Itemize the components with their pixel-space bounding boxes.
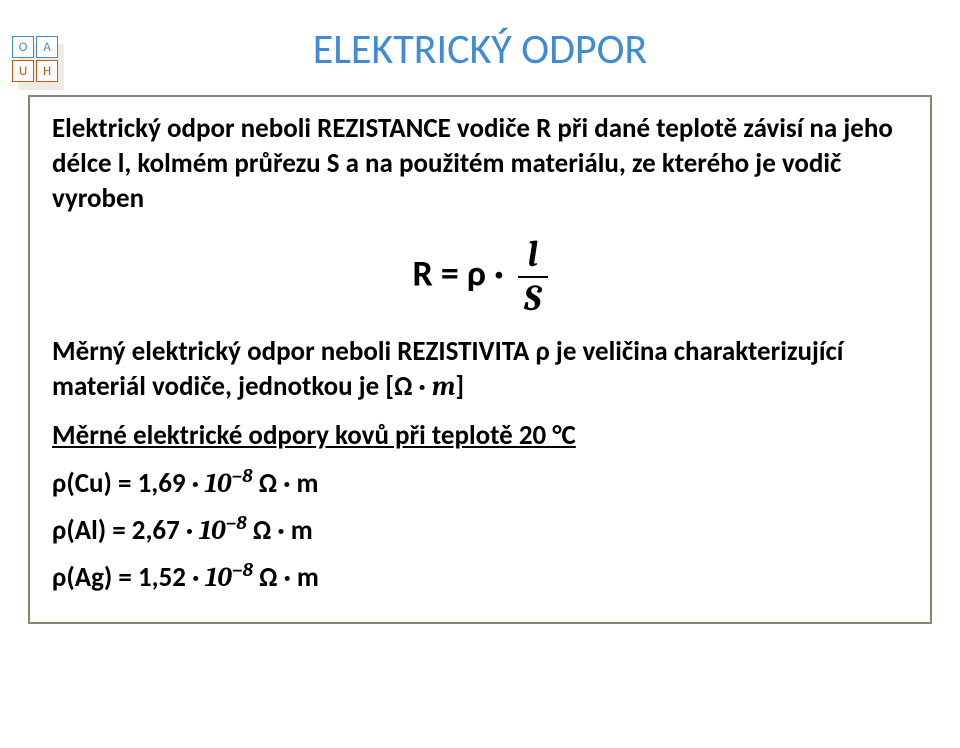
resistance-formula: R = ρ · l S bbox=[52, 236, 908, 318]
resistivity-al: ρ(Al) = 2,67 · 10−8 Ω · m bbox=[52, 512, 908, 547]
formula-fraction: l S bbox=[518, 236, 548, 318]
page-title: ELEKTRICKÝ ODPOR bbox=[0, 24, 960, 75]
logo-cell-h: H bbox=[36, 60, 58, 82]
formula-numerator: l bbox=[518, 236, 548, 278]
logo-cell-a: A bbox=[36, 36, 58, 58]
resistivity-definition: Měrný elektrický odpor neboli REZISTIVIT… bbox=[52, 334, 908, 404]
formula-denominator: S bbox=[518, 278, 548, 318]
logo-cell-o: O bbox=[12, 36, 34, 58]
resistivity-ag: ρ(Ag) = 1,52 · 10−8 Ω · m bbox=[52, 559, 908, 594]
content-box: Elektrický odpor neboli REZISTANCE vodič… bbox=[28, 95, 932, 624]
table-heading: Měrné elektrické odpory kovů při teplotě… bbox=[52, 418, 908, 453]
resistivity-cu: ρ(Cu) = 1,69 · 10−8 Ω · m bbox=[52, 465, 908, 500]
formula-lhs: R = ρ · bbox=[412, 252, 503, 296]
school-logo: O A U H bbox=[12, 36, 58, 82]
logo-cell-u: U bbox=[12, 60, 34, 82]
definition-text: Elektrický odpor neboli REZISTANCE vodič… bbox=[52, 111, 908, 216]
